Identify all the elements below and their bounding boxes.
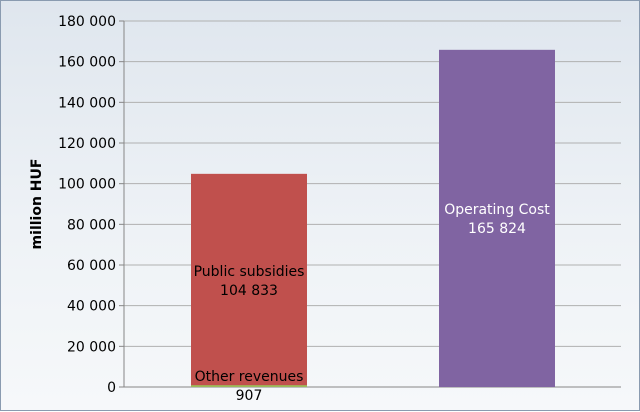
data-label: Operating Cost — [444, 202, 550, 218]
y-tick-label: 60 000 — [67, 258, 116, 274]
bar-segment — [191, 173, 307, 387]
y-tick-label: 20 000 — [67, 339, 116, 355]
y-tick-label: 140 000 — [58, 95, 116, 111]
data-label: Other revenues — [195, 369, 304, 385]
y-tick-label: 180 000 — [58, 14, 116, 30]
y-tick-label: 0 — [107, 380, 116, 396]
y-axis-label: million HUF — [29, 159, 45, 250]
data-label: 104 833 — [220, 283, 278, 299]
bar-segment — [439, 49, 555, 388]
y-tick-label: 40 000 — [67, 299, 116, 315]
data-label: 165 824 — [468, 221, 526, 237]
y-tick-label: 80 000 — [67, 217, 116, 233]
y-tick-label: 120 000 — [58, 136, 116, 152]
data-label: 907 — [236, 388, 263, 404]
bar-segment — [191, 385, 307, 387]
y-tick-label: 100 000 — [58, 177, 116, 193]
y-tick-label: 160 000 — [58, 55, 116, 71]
data-label: Public subsidies — [194, 264, 305, 280]
